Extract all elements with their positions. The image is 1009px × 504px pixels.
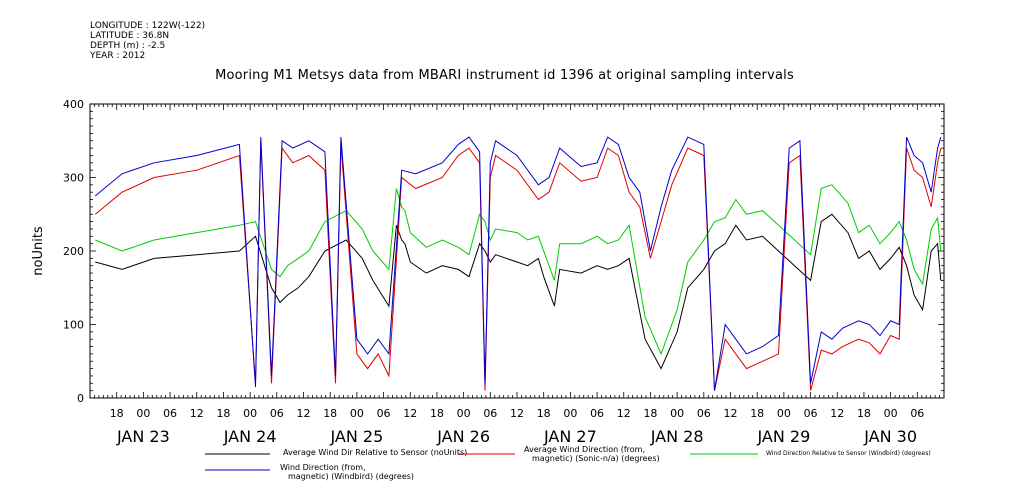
x-tick-label: 18: [750, 407, 764, 420]
y-tick-label: 100: [63, 319, 84, 332]
x-tick-label: 00: [457, 407, 471, 420]
legend-label-1: Average Wind Dir Relative to Sensor (noU…: [283, 448, 467, 457]
x-tick-label: 12: [830, 407, 844, 420]
x-tick-label: 00: [670, 407, 684, 420]
x-tick-label: 00: [777, 407, 791, 420]
x-tick-label: 06: [377, 407, 391, 420]
series-line-3: [95, 184, 942, 356]
y-axis-label: noUnits: [31, 226, 46, 276]
x-day-label: JAN 28: [650, 427, 704, 446]
x-day-label: JAN 26: [436, 427, 490, 446]
x-tick-label: 12: [190, 407, 204, 420]
metadata-block: LONGITUDE : 122W(-122) LATITUDE : 36.8N …: [90, 21, 205, 61]
longitude-label: LONGITUDE : 122W(-122): [90, 21, 206, 31]
latitude-label: LATITUDE : 36.8N: [90, 31, 170, 41]
y-tick-label: 400: [63, 98, 84, 111]
x-tick-label: 12: [724, 407, 738, 420]
series-line-4: [94, 136, 942, 391]
y-tick-label: 300: [63, 172, 84, 185]
legend-label-2: magnetic) (Sonic-n/a) (degrees): [532, 454, 660, 463]
legend-label-4: Wind Direction (from,: [280, 463, 366, 472]
y-tick-label: 0: [77, 392, 84, 405]
x-tick-label: 06: [697, 407, 711, 420]
x-tick-label: 00: [563, 407, 577, 420]
x-tick-label: 18: [857, 407, 871, 420]
depth-label: DEPTH (m) : -2.5: [90, 41, 166, 51]
x-tick-label: 06: [804, 407, 818, 420]
x-tick-label: 00: [884, 407, 898, 420]
x-day-label: JAN 27: [543, 427, 597, 446]
x-tick-label: 18: [537, 407, 551, 420]
x-tick-label: 06: [163, 407, 177, 420]
x-tick-label: 00: [243, 407, 257, 420]
x-tick-label: 12: [510, 407, 524, 420]
x-day-label: JAN 30: [863, 427, 917, 446]
series-line-2: [94, 140, 942, 391]
chart-title: Mooring M1 Metsys data from MBARI instru…: [215, 68, 794, 83]
x-tick-label: 06: [483, 407, 497, 420]
x-tick-label: 12: [403, 407, 417, 420]
x-tick-label: 00: [350, 407, 364, 420]
x-tick-label: 12: [297, 407, 311, 420]
x-tick-label: 06: [270, 407, 284, 420]
x-tick-label: 00: [136, 407, 150, 420]
x-day-label: JAN 25: [329, 427, 383, 446]
x-tick-label: 18: [216, 407, 230, 420]
x-tick-label: 18: [430, 407, 444, 420]
x-tick-label: 12: [617, 407, 631, 420]
x-tick-label: 18: [323, 407, 337, 420]
y-tick-label: 200: [63, 245, 84, 258]
x-tick-label: 06: [910, 407, 924, 420]
x-tick-label: 06: [590, 407, 604, 420]
x-day-label: JAN 29: [756, 427, 810, 446]
legend-label-3: Wind Direction Relative to Sensor (Windb…: [766, 450, 931, 457]
x-tick-label: 18: [110, 407, 124, 420]
series-line-1: [95, 213, 942, 370]
legend-label-2: Average Wind Direction (from,: [524, 445, 645, 454]
x-tick-label: 18: [643, 407, 657, 420]
x-day-label: JAN 23: [116, 427, 170, 446]
year-label: YEAR : 2012: [90, 51, 146, 61]
legend-label-4: magnetic) (Windbird) (degrees): [288, 472, 414, 481]
x-day-label: JAN 24: [223, 427, 277, 446]
